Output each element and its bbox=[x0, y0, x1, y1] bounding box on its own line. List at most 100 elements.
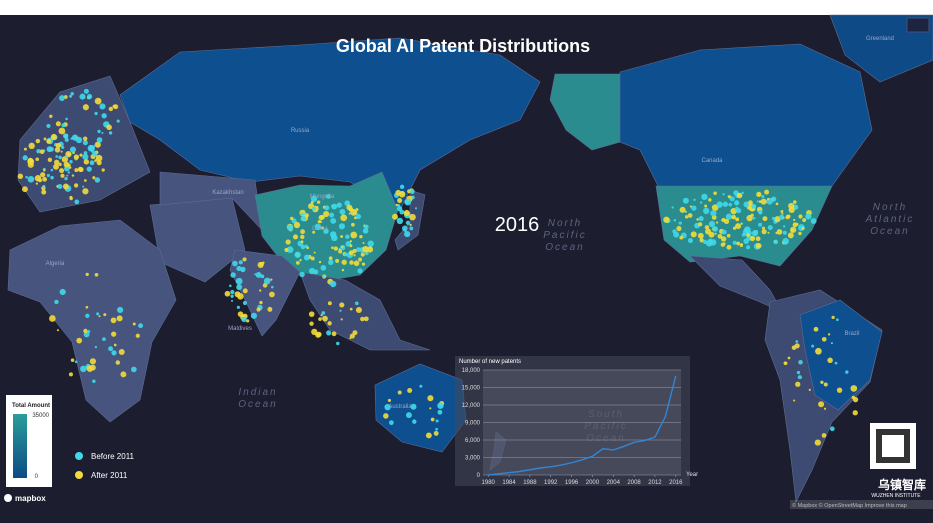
patent-dot bbox=[242, 288, 248, 294]
patent-dot bbox=[83, 136, 88, 141]
legend-label: After 2011 bbox=[91, 471, 128, 480]
patent-dot bbox=[286, 224, 294, 231]
map-control[interactable] bbox=[906, 17, 930, 33]
patent-dot bbox=[845, 370, 849, 374]
patent-dot bbox=[80, 365, 87, 373]
patent-dot bbox=[327, 321, 332, 326]
patent-dot bbox=[96, 312, 100, 316]
patent-dot bbox=[260, 274, 265, 279]
legend-max: 35000 bbox=[32, 413, 49, 419]
patent-dot bbox=[798, 359, 803, 365]
patent-dot bbox=[397, 390, 402, 395]
patent-dot bbox=[793, 399, 796, 402]
footer bbox=[4, 423, 933, 509]
patent-dot bbox=[410, 403, 417, 410]
patent-dot bbox=[712, 226, 718, 232]
patent-dot bbox=[794, 343, 800, 349]
y-tick-label: 12,000 bbox=[462, 403, 481, 409]
united-states bbox=[655, 185, 833, 267]
patent-dot bbox=[82, 153, 89, 160]
patent-dot bbox=[790, 229, 794, 233]
patent-dot bbox=[360, 316, 365, 322]
patent-dot bbox=[111, 331, 117, 337]
patent-dot bbox=[703, 207, 710, 215]
country-label: Maldives bbox=[228, 326, 252, 332]
patent-dot bbox=[292, 234, 299, 240]
patent-dot bbox=[737, 193, 741, 196]
patent-dot bbox=[340, 214, 348, 222]
patent-dot bbox=[35, 157, 40, 162]
patent-dot bbox=[300, 212, 304, 216]
patent-dot bbox=[717, 233, 723, 239]
patent-dot bbox=[397, 197, 403, 203]
patent-dot bbox=[55, 142, 61, 149]
x-tick-label: 2004 bbox=[607, 480, 621, 486]
patent-dot bbox=[86, 93, 93, 100]
central-asia bbox=[159, 171, 263, 231]
patent-dot bbox=[339, 309, 342, 312]
australia bbox=[374, 363, 467, 453]
attribution[interactable]: © Mapbox © OpenStreetMap Improve this ma… bbox=[792, 502, 907, 509]
ocean-label: Indian bbox=[238, 387, 277, 398]
patent-dot bbox=[230, 272, 236, 278]
country-label: Greenland bbox=[866, 36, 894, 42]
patent-dot bbox=[116, 315, 123, 322]
patent-dot bbox=[751, 203, 757, 209]
patent-dot bbox=[823, 407, 827, 410]
patent-dot bbox=[349, 307, 353, 311]
chart-panel bbox=[455, 356, 690, 486]
patent-dot bbox=[240, 266, 246, 273]
patent-dot bbox=[352, 248, 357, 254]
patent-dot bbox=[727, 195, 731, 199]
patent-dot bbox=[355, 247, 361, 253]
patent-dot bbox=[97, 129, 101, 134]
patent-dot bbox=[68, 372, 73, 377]
patent-dot bbox=[716, 201, 723, 208]
patent-dot bbox=[39, 149, 45, 154]
patent-dot bbox=[829, 426, 835, 432]
patent-dot bbox=[392, 213, 398, 220]
patent-dot bbox=[94, 111, 98, 116]
patent-dot bbox=[783, 225, 786, 228]
patent-dot bbox=[322, 315, 328, 322]
patent-dot bbox=[79, 93, 86, 100]
patent-dot bbox=[17, 173, 24, 180]
legend bbox=[6, 395, 52, 487]
patent-dot bbox=[35, 182, 38, 185]
patent-dot bbox=[132, 322, 136, 326]
patent-dot bbox=[437, 409, 443, 415]
patent-dot bbox=[35, 138, 41, 144]
ocean-label: Ocean bbox=[238, 399, 277, 410]
patent-dot bbox=[792, 222, 798, 228]
mapbox-logo[interactable]: mapbox bbox=[15, 494, 46, 503]
x-tick-label: 1992 bbox=[544, 480, 558, 486]
patent-dot bbox=[303, 254, 310, 261]
patent-dot bbox=[781, 212, 784, 215]
patent-dot bbox=[85, 272, 89, 277]
patent-dot bbox=[259, 262, 264, 266]
patent-dot bbox=[43, 137, 47, 141]
patent-dot bbox=[331, 203, 338, 210]
patent-dot bbox=[242, 300, 248, 306]
x-tick-label: 2016 bbox=[669, 480, 683, 486]
patent-dot bbox=[61, 123, 66, 128]
patent-dot bbox=[802, 218, 807, 223]
patent-dot bbox=[54, 299, 59, 305]
patent-dot bbox=[663, 216, 670, 223]
patent-dot bbox=[234, 291, 241, 298]
patent-dot bbox=[83, 179, 87, 182]
patent-dot bbox=[395, 203, 399, 207]
patent-dot bbox=[67, 171, 71, 174]
patent-dot bbox=[74, 360, 78, 364]
y-tick-label: 3,000 bbox=[465, 456, 481, 462]
patent-dot bbox=[76, 337, 83, 344]
patent-dot bbox=[852, 410, 858, 416]
patent-dot bbox=[70, 91, 74, 96]
patent-dot bbox=[796, 370, 801, 375]
patent-dot bbox=[318, 260, 322, 264]
patent-dot bbox=[398, 191, 406, 198]
legend-swatch bbox=[75, 452, 83, 460]
line-series bbox=[488, 375, 677, 476]
patent-dot bbox=[676, 225, 682, 232]
patent-dot bbox=[86, 166, 92, 172]
